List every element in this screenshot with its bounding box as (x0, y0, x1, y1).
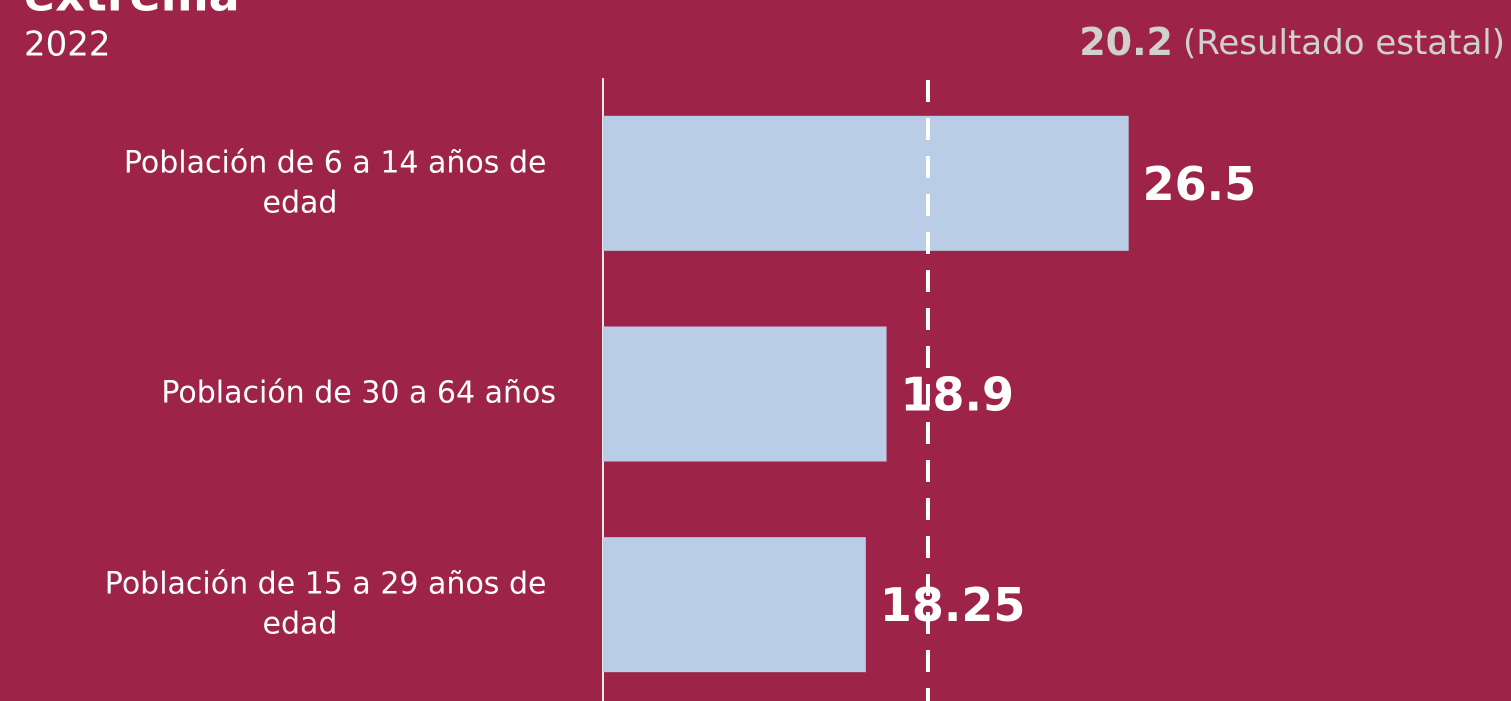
value-label: 18.25 (880, 578, 1026, 632)
chart-title: extrema (24, 0, 240, 22)
label-line: edad (263, 185, 338, 220)
value-label: 18.9 (901, 368, 1015, 422)
y-tick-label: Población de 6 a 14 años de edad (124, 145, 556, 220)
y-tick-label: Población de 30 a 64 años (161, 376, 556, 411)
reference-value: 20.2 (1079, 20, 1173, 64)
bar (603, 326, 887, 462)
value-label: 26.5 (1143, 157, 1257, 211)
y-tick-label: Población de 15 a 29 años de edad (105, 566, 556, 641)
reference-label: 20.2 (Resultado estatal) (1079, 20, 1505, 64)
bar (603, 115, 1129, 251)
chart-subtitle: 2022 (24, 25, 111, 65)
reference-text: (Resultado estatal) (1183, 23, 1505, 63)
label-line: edad (263, 606, 338, 641)
label-line: Población de 15 a 29 años de (105, 566, 556, 601)
bar (603, 537, 866, 673)
label-line: Población de 6 a 14 años de (124, 145, 556, 180)
